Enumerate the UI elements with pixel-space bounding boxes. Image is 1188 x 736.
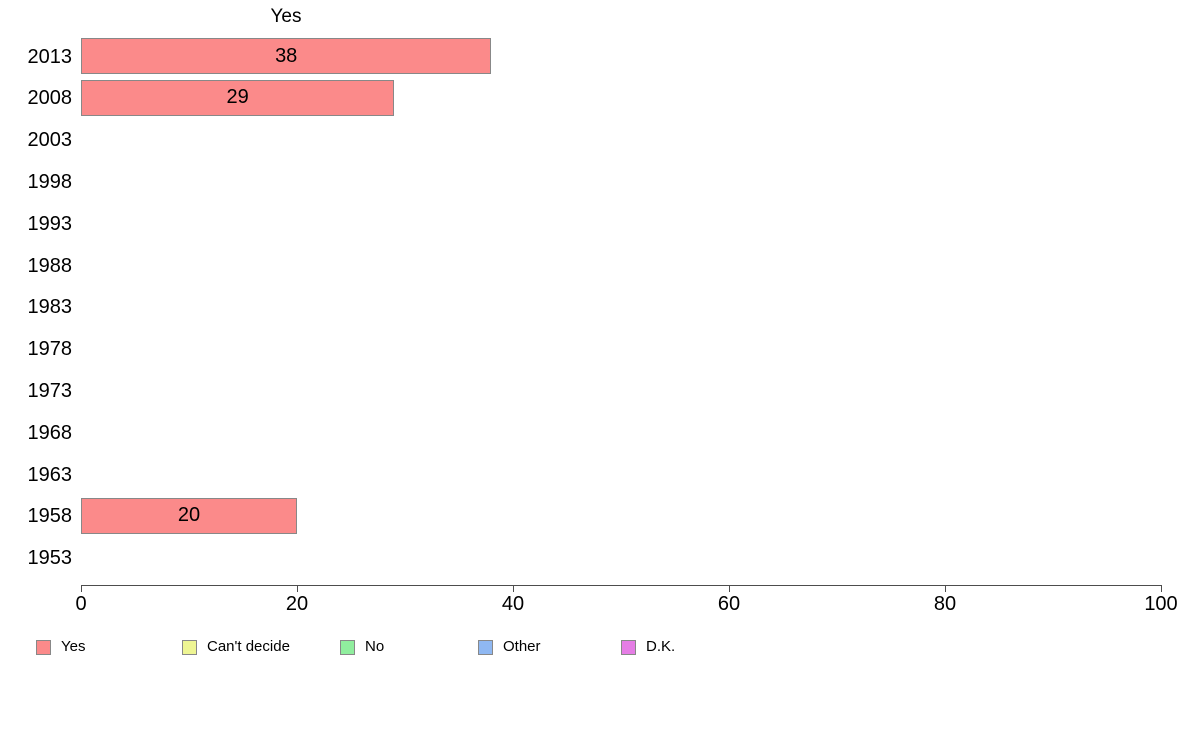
y-axis-label: 1978 <box>27 338 73 361</box>
legend-item: No <box>340 638 384 656</box>
chart-row: 1953 <box>0 538 1188 580</box>
x-axis-tick-label: 80 <box>933 593 957 615</box>
x-axis-tick <box>297 585 298 592</box>
chart-row: 1998 <box>0 161 1188 203</box>
x-axis-tick-label: 40 <box>501 593 525 615</box>
legend-swatch-icon <box>621 639 636 655</box>
legend-label: D.K. <box>646 638 676 655</box>
y-axis-label: 2013 <box>27 45 73 68</box>
legend-item: Other <box>478 638 541 656</box>
bar: 20 <box>81 497 297 534</box>
chart-row: 2003 <box>0 120 1188 162</box>
x-axis-tick <box>81 585 82 592</box>
chart-row: 1983 <box>0 287 1188 329</box>
y-axis-label: 1968 <box>27 421 73 444</box>
y-axis-label: 1998 <box>27 170 73 193</box>
chart-row: 1968 <box>0 412 1188 454</box>
chart-row: 1988 <box>0 245 1188 287</box>
x-axis-tick-label: 100 <box>1144 593 1178 615</box>
bar-value-label: 38 <box>275 44 298 67</box>
x-axis-line <box>81 585 1162 586</box>
y-axis-label: 1963 <box>27 463 73 486</box>
bar-value-label: 29 <box>226 86 249 109</box>
chart-row: 2013 38 <box>0 36 1188 78</box>
chart-row: 1978 <box>0 329 1188 371</box>
chart-row: 1993 <box>0 203 1188 245</box>
legend: Yes Can't decide No Other D.K. <box>0 638 1188 660</box>
x-axis-tick <box>729 585 730 592</box>
chart-row: 1958 20 <box>0 496 1188 538</box>
x-axis-tick-label: 60 <box>717 593 741 615</box>
bar-value-label: 20 <box>177 504 201 527</box>
legend-swatch-icon <box>340 639 355 655</box>
x-axis-tick <box>945 585 946 592</box>
chart-title: Yes <box>270 6 302 27</box>
legend-label: No <box>365 638 385 655</box>
legend-swatch-icon <box>36 639 51 655</box>
y-axis-label: 1973 <box>27 379 73 402</box>
x-axis-tick <box>1161 585 1162 592</box>
x-axis-tick-label: 20 <box>285 593 309 615</box>
y-axis-label: 2003 <box>27 129 73 152</box>
legend-label: Yes <box>61 638 86 655</box>
bar: 29 <box>81 79 395 116</box>
chart-row: 1963 <box>0 454 1188 496</box>
legend-swatch-icon <box>478 639 493 655</box>
legend-label: Can't decide <box>207 638 290 655</box>
y-axis-label: 1958 <box>27 505 73 528</box>
y-axis-label: 1953 <box>27 547 73 570</box>
y-axis-label: 2008 <box>27 87 73 110</box>
x-axis-tick-label: 0 <box>75 593 87 615</box>
y-axis-label: 1988 <box>27 254 73 277</box>
x-axis-tick <box>513 585 514 592</box>
legend-item: D.K. <box>621 638 675 656</box>
chart-row: 1973 <box>0 370 1188 412</box>
legend-swatch-icon <box>182 639 197 655</box>
chart-row: 2008 29 <box>0 78 1188 120</box>
y-axis-label: 1993 <box>27 212 73 235</box>
bar: 38 <box>81 38 492 74</box>
legend-item: Yes <box>36 638 85 656</box>
legend-label: Other <box>503 638 541 655</box>
y-axis-label: 1983 <box>27 296 73 319</box>
legend-item: Can't decide <box>182 638 290 656</box>
